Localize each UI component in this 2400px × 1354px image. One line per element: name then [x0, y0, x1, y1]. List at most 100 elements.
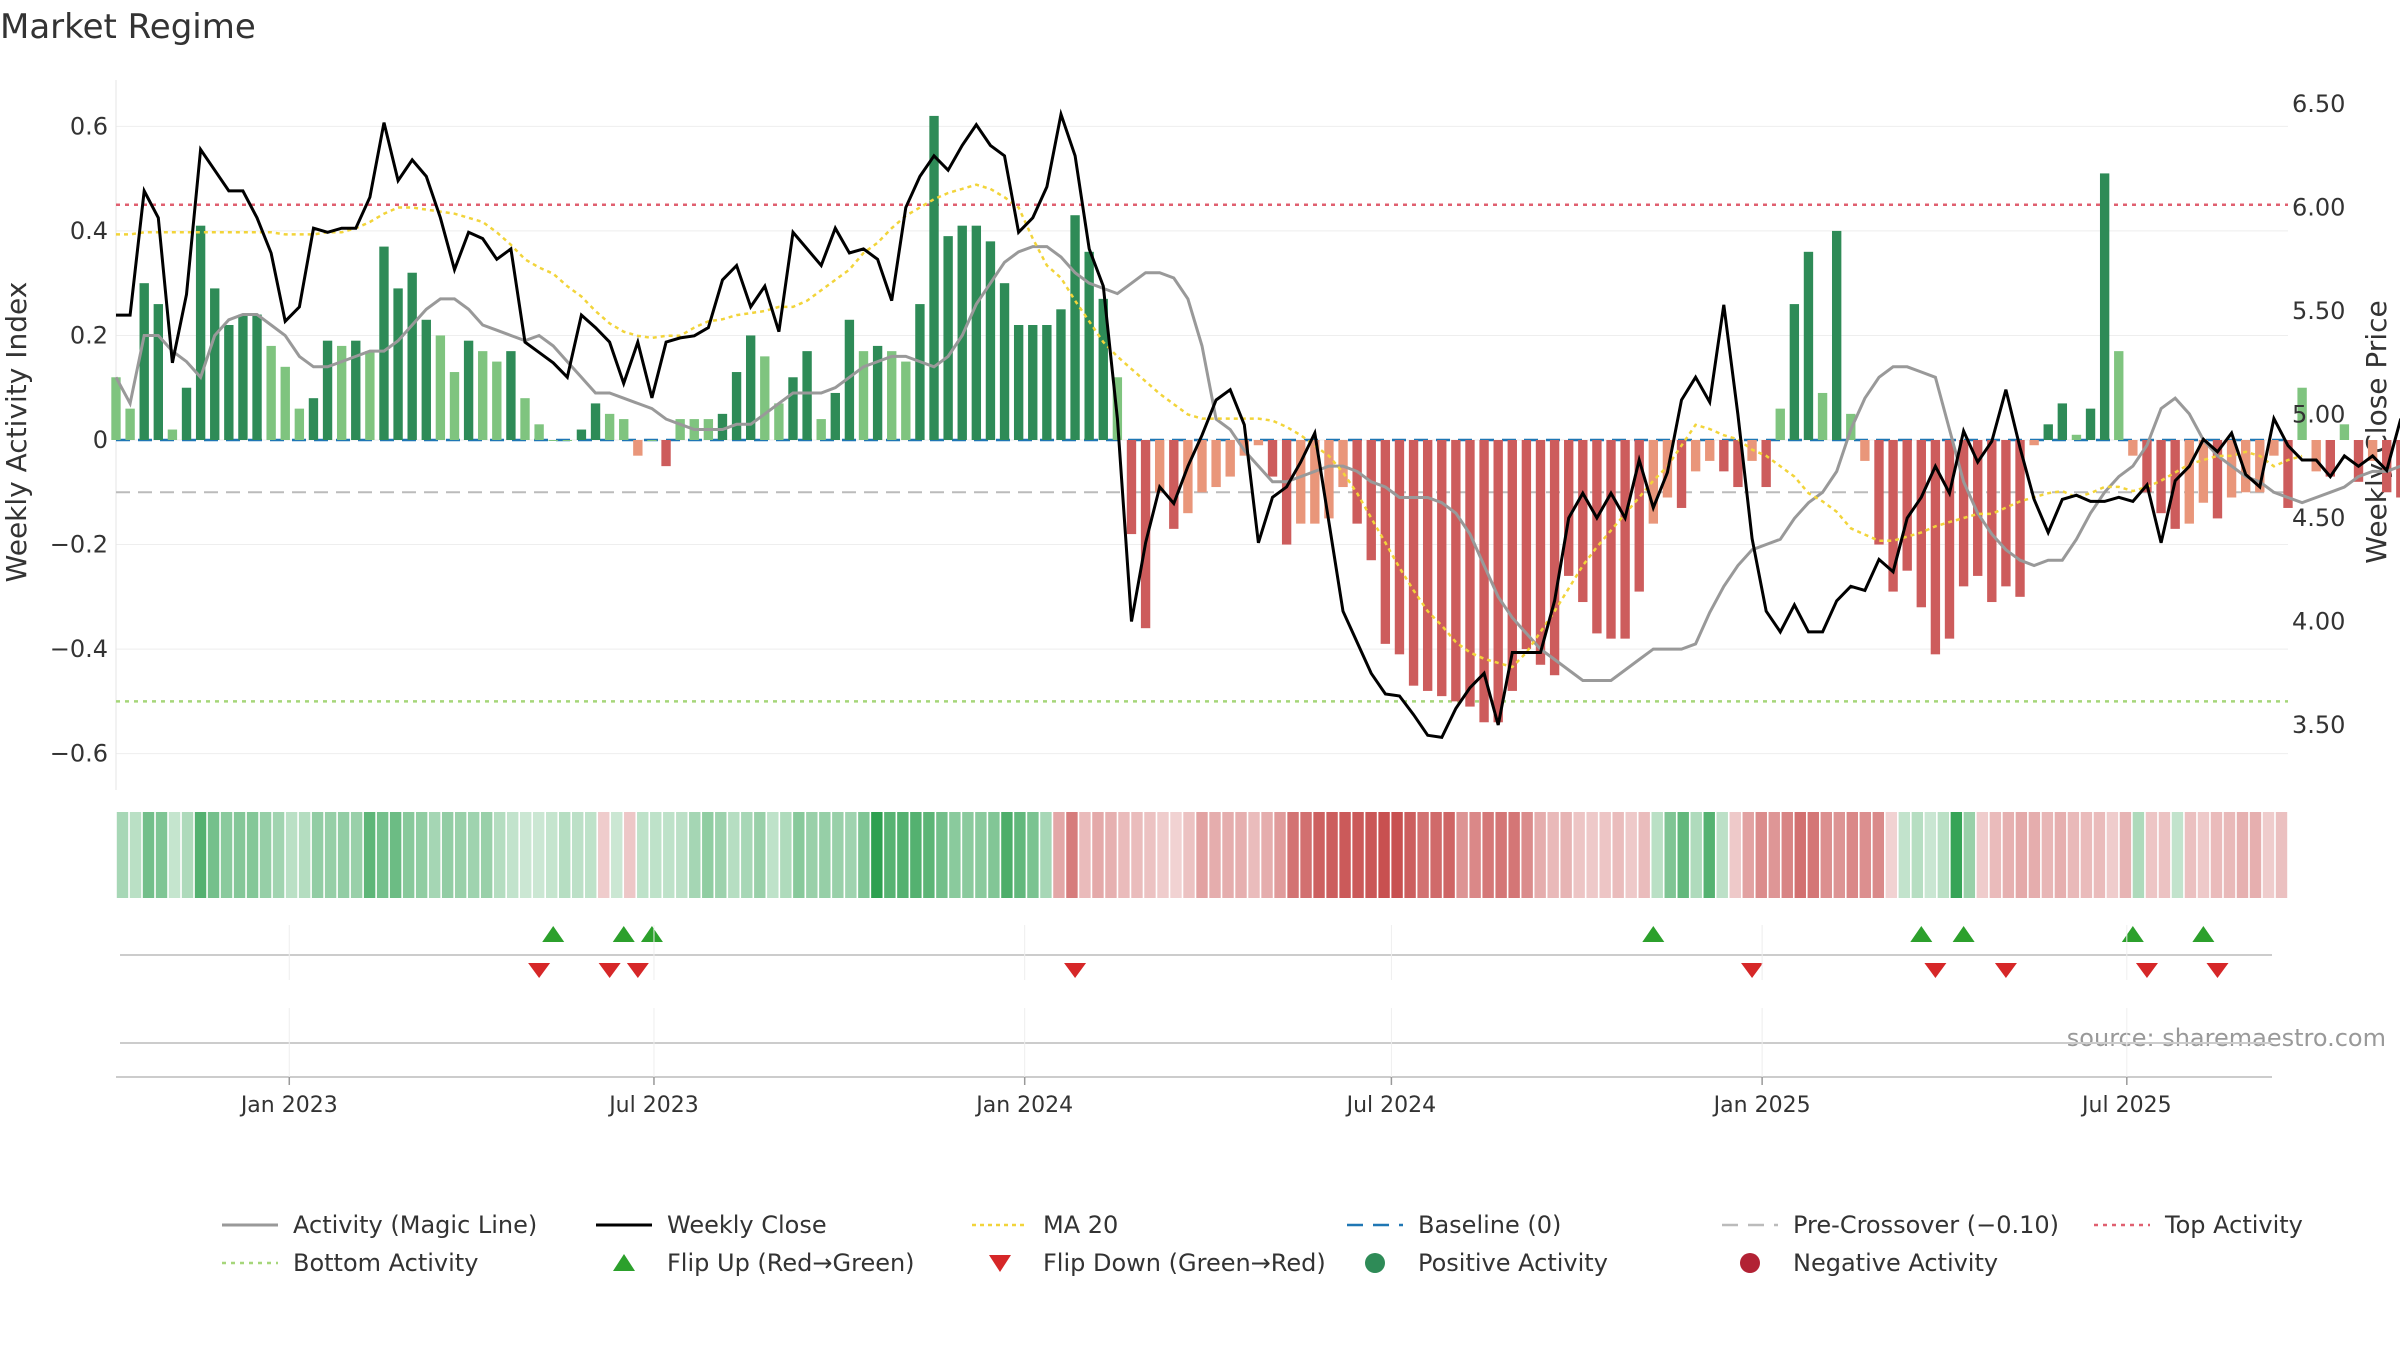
regime-strip-cell: [2028, 812, 2041, 898]
regime-strip-cell: [1729, 812, 1741, 898]
activity-bar: [1422, 440, 1433, 691]
activity-bar: [252, 314, 262, 440]
activity-bar: [139, 283, 149, 440]
activity-bar: [929, 115, 939, 440]
activity-bar: [1465, 440, 1475, 707]
regime-strip-cell: [1040, 812, 1052, 898]
x-tick-label: Jul 2023: [607, 1093, 699, 1118]
regime-strip-cell: [1859, 812, 1872, 898]
regime-strip-cell: [1768, 812, 1780, 898]
regime-strip-cell: [2171, 812, 2184, 898]
activity-bar: [2198, 440, 2209, 503]
regime-strip-cell: [1157, 812, 1169, 898]
flip-down-marker: [1741, 963, 1764, 978]
activity-bar: [1888, 440, 1898, 592]
legend-label: Negative Activity: [1793, 1249, 1998, 1277]
regime-strip-cell: [1651, 812, 1663, 898]
activity-bar: [1564, 440, 1574, 576]
regime-strip-cell: [428, 812, 441, 898]
regime-strip-cell: [480, 812, 493, 898]
activity-bar: [2269, 440, 2279, 456]
activity-bar: [2367, 440, 2378, 461]
regime-strip-cell: [936, 812, 948, 898]
regime-strip-cell: [220, 812, 233, 898]
y-right-tick-label: 5.00: [2292, 401, 2345, 429]
regime-strip-cell: [1313, 812, 1325, 898]
regime-strip-cell: [988, 812, 1000, 898]
activity-bar: [435, 335, 446, 440]
activity-bar: [548, 440, 558, 441]
regime-strip-cell: [637, 812, 649, 898]
regime-strip-cell: [1690, 812, 1702, 898]
activity-magic-line: [114, 245, 2400, 682]
activity-bar: [1042, 325, 1052, 440]
regime-strip-cell: [1963, 812, 1976, 898]
regime-strip-cell: [155, 812, 168, 898]
activity-bar: [830, 392, 840, 440]
regime-strip-cell: [2041, 812, 2054, 898]
activity-bar: [943, 236, 953, 440]
regime-strip-cell: [129, 812, 142, 898]
regime-strip-cell: [1352, 812, 1364, 898]
regime-strip-cell: [1976, 812, 1989, 898]
activity-bar: [2339, 424, 2350, 440]
legend-item: MA 20: [972, 1211, 1118, 1239]
legend-swatch-positive: [1365, 1253, 1385, 1273]
activity-bar: [1056, 309, 1066, 440]
regime-strip-cell: [1547, 812, 1559, 898]
activity-bar: [1817, 392, 1828, 440]
regime-strip-cell: [1781, 812, 1793, 898]
activity-bar: [534, 424, 544, 440]
activity-bar: [1394, 440, 1405, 655]
legend-label: Activity (Magic Line): [293, 1211, 537, 1239]
regime-strip-cell: [1170, 812, 1182, 898]
activity-bar: [788, 377, 798, 440]
regime-strip-cell: [246, 812, 259, 898]
activity-bar: [294, 408, 305, 440]
activity-bar: [1507, 440, 1517, 691]
regime-strip-cell: [702, 812, 714, 898]
activity-bar: [1775, 408, 1785, 440]
activity-bar: [2001, 440, 2011, 587]
activity-bar: [2184, 440, 2194, 524]
regime-strip-cell: [1261, 812, 1273, 898]
regime-strip-cell: [2132, 812, 2145, 898]
activity-bar: [1944, 440, 1955, 639]
activity-bar: [1211, 440, 1221, 488]
activity-bar: [210, 288, 220, 440]
regime-strip-cell: [1248, 812, 1260, 898]
activity-bar: [1535, 440, 1546, 665]
regime-strip-cell: [975, 812, 987, 898]
regime-strip-cell: [1807, 812, 1819, 898]
legend-item: Baseline (0): [1347, 1211, 1561, 1239]
activity-bar: [280, 366, 290, 440]
x-axis: Jan 2023 Jul 2023 Jan 2024 Jul 2024 Jan 2025…: [239, 925, 2172, 1118]
activity-bar: [1958, 440, 1969, 587]
activity-bar: [2142, 440, 2152, 493]
regime-strip-cell: [2106, 812, 2119, 898]
legend-label: Flip Down (Green→Red): [1043, 1249, 1326, 1277]
regime-strip-cell: [311, 812, 324, 898]
activity-bar: [1408, 440, 1419, 686]
activity-bar: [1310, 440, 1320, 524]
activity-bar: [1296, 440, 1306, 524]
activity-bar: [872, 345, 883, 440]
activity-bar: [520, 398, 530, 440]
regime-strip-cell: [650, 812, 662, 898]
activity-bar: [1140, 440, 1151, 629]
activity-bar: [1676, 440, 1687, 508]
flip-up-marker: [640, 926, 663, 942]
regime-strip-cell: [1066, 812, 1078, 898]
regime-strip-cell: [1001, 812, 1013, 898]
activity-bar: [717, 413, 728, 440]
y-right-tick-label: 6.00: [2292, 194, 2345, 222]
legend-item: Positive Activity: [1365, 1249, 1608, 1277]
activity-bar: [2156, 440, 2166, 514]
regime-strip-cell: [585, 812, 597, 898]
activity-bar: [393, 288, 403, 440]
activity-bar: [1126, 440, 1137, 535]
activity-bar: [2015, 440, 2025, 597]
regime-strip-cell: [181, 812, 194, 898]
activity-bar: [1013, 325, 1024, 440]
